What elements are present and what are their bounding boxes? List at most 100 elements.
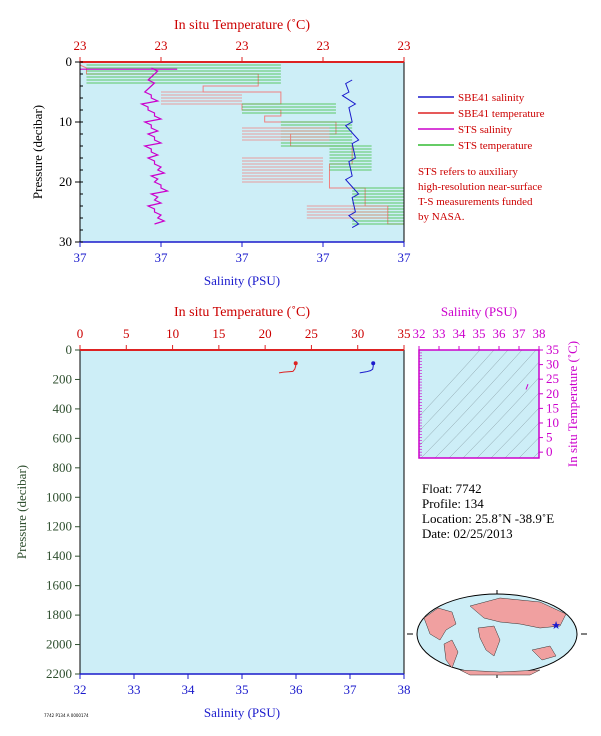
ts-salinity-tick-label: 35 xyxy=(473,326,486,341)
legend-label: STS temperature xyxy=(458,140,532,152)
ts-diagram-panel: Salinity (PSU) 32 33 34 35 36 37 38 3530252015… xyxy=(413,304,581,467)
ts-temperature-tick-label: 35 xyxy=(546,342,559,357)
date: Date: 02/25/2013 xyxy=(422,526,513,541)
main-temperature-tick-label: 0 xyxy=(77,326,84,341)
map-land-australia xyxy=(531,645,557,661)
top-temperature-tick-label: 23 xyxy=(317,38,330,53)
main-temperature-tick-label: 20 xyxy=(259,326,272,341)
legend-label: SBE41 temperature xyxy=(458,108,545,120)
float-id: Float: 7742 xyxy=(422,481,482,496)
main-temperature-tick-label: 35 xyxy=(398,326,411,341)
main-profile-curves xyxy=(278,361,376,374)
legend-note-line: STS refers to auxiliary xyxy=(418,166,518,178)
location: Location: 25.8˚N -38.9˚E xyxy=(422,511,554,526)
top-pressure-tick-label: 10 xyxy=(59,114,72,129)
main-pressure-tick-label: 600 xyxy=(53,430,73,445)
main-pressure-tick-label: 0 xyxy=(66,342,73,357)
legend-note-line: by NASA. xyxy=(418,211,465,223)
map-land-north-america xyxy=(423,607,457,641)
main-salinity-ticks: 32 33 34 35 36 37 38 xyxy=(74,674,411,697)
footer-code: 7742 P134 A 0000174 xyxy=(44,713,89,718)
top-pressure-tick-label: 30 xyxy=(59,234,72,249)
top-pressure-tick-label: 0 xyxy=(66,54,73,69)
ts-salinity-tick-label: 33 xyxy=(433,326,446,341)
ts-temperature-tick-label: 5 xyxy=(546,430,553,445)
main-temperature-tick-label: 5 xyxy=(123,326,130,341)
main-profile-panel: In situ Temperature (˚C) 0 5 10 15 20 25 30 35 … xyxy=(14,305,411,720)
sbe41-temperature-line xyxy=(278,363,297,374)
ts-temperature-tick-label: 15 xyxy=(546,400,559,415)
top-salinity-axis-title: Salinity (PSU) xyxy=(204,273,280,288)
float-location-marker: ★ xyxy=(551,619,561,632)
main-salinity-tick-label: 32 xyxy=(74,682,87,697)
ts-density-contour xyxy=(419,350,495,432)
main-pressure-tick-label: 1800 xyxy=(46,607,72,622)
ts-temperature-tick-label: 10 xyxy=(546,415,559,430)
ts-temperature-tick-label: 0 xyxy=(546,444,553,459)
map-land-africa xyxy=(477,625,501,657)
ts-density-contour xyxy=(504,422,539,458)
sbe41-temperature-top-point xyxy=(293,361,298,366)
map-land-south-america xyxy=(443,639,459,669)
ts-salinity-ticks: 32 33 34 35 36 37 38 xyxy=(413,326,546,350)
legend-item-sts-salinity: STS salinity xyxy=(418,124,513,136)
ts-salinity-tick-label: 38 xyxy=(533,326,546,341)
main-pressure-ticks: 0 200 400 600 800 1000 1200 1400 1600 1800 2000 220… xyxy=(46,342,80,681)
main-pressure-tick-label: 2000 xyxy=(46,637,72,652)
top-salinity-tick-label: 37 xyxy=(317,250,331,265)
top-profile-panel: In situ Temperature (˚C) 23 23 23 23 23 0 10 2… xyxy=(30,18,411,288)
ts-density-contour xyxy=(419,350,481,417)
ts-profile-line xyxy=(525,383,529,390)
top-temperature-tick-label: 23 xyxy=(155,38,168,53)
legend-note-line: T-S measurements funded xyxy=(418,196,533,208)
main-temperature-tick-label: 25 xyxy=(305,326,318,341)
top-pressure-tick-label: 20 xyxy=(59,174,72,189)
top-salinity-ticks: 37 37 37 37 37 xyxy=(74,242,412,265)
top-temperature-tick-label: 23 xyxy=(236,38,249,53)
main-salinity-tick-label: 37 xyxy=(344,682,358,697)
main-salinity-tick-label: 33 xyxy=(128,682,141,697)
main-pressure-tick-label: 1000 xyxy=(46,489,72,504)
main-salinity-tick-label: 34 xyxy=(182,682,196,697)
ts-salinity-tick-label: 32 xyxy=(413,326,426,341)
sbe41-salinity-top-point xyxy=(371,361,376,366)
top-salinity-tick-label: 37 xyxy=(155,250,169,265)
map-land-antarctica xyxy=(459,669,541,676)
main-pressure-tick-label: 2200 xyxy=(46,666,72,681)
ts-density-contours xyxy=(419,350,539,458)
top-temperature-tick-label: 23 xyxy=(74,38,87,53)
ts-salinity-tick-label: 34 xyxy=(453,326,467,341)
ts-density-contour xyxy=(420,350,523,458)
world-map: ★ xyxy=(407,590,587,678)
sts-temperature-faint-line xyxy=(79,64,404,225)
legend-item-sts-temperature: STS temperature xyxy=(418,140,532,152)
main-temperature-tick-label: 10 xyxy=(166,326,179,341)
top-profile-curves xyxy=(79,64,404,229)
top-pressure-ticks: 0 10 20 30 xyxy=(59,54,83,249)
ts-temperature-tick-label: 20 xyxy=(546,386,559,401)
ts-density-contour xyxy=(419,350,509,447)
top-salinity-tick-label: 37 xyxy=(74,250,88,265)
ts-salinity-tick-label: 37 xyxy=(513,326,527,341)
ts-salinity-axis-title: Salinity (PSU) xyxy=(441,304,517,319)
main-pressure-tick-label: 800 xyxy=(53,460,73,475)
main-pressure-tick-label: 1200 xyxy=(46,519,72,534)
main-pressure-tick-label: 200 xyxy=(53,371,73,386)
map-land-eurasia xyxy=(469,597,567,629)
top-salinity-tick-label: 37 xyxy=(398,250,412,265)
main-pressure-tick-label: 1400 xyxy=(46,548,72,563)
main-salinity-tick-label: 36 xyxy=(290,682,304,697)
main-temperature-axis-title: In situ Temperature (˚C) xyxy=(174,305,310,320)
main-pressure-tick-label: 1600 xyxy=(46,578,72,593)
ts-density-contour xyxy=(448,361,539,458)
legend-label: SBE41 salinity xyxy=(458,92,525,104)
sbe41-salinity-line xyxy=(341,79,360,229)
top-salinity-tick-label: 37 xyxy=(236,250,250,265)
ts-temperature-tick-label: 25 xyxy=(546,371,559,386)
ts-density-contour xyxy=(518,437,539,458)
main-salinity-tick-label: 35 xyxy=(236,682,249,697)
legend-item-sbe41-salinity: SBE41 salinity xyxy=(418,92,525,104)
top-pressure-axis-title: Pressure (decibar) xyxy=(30,105,45,199)
legend-label: STS salinity xyxy=(458,124,513,136)
